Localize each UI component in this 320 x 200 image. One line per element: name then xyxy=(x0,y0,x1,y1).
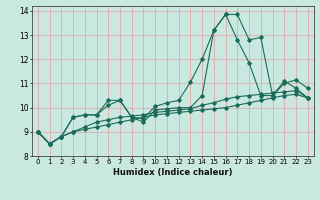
X-axis label: Humidex (Indice chaleur): Humidex (Indice chaleur) xyxy=(113,168,233,177)
